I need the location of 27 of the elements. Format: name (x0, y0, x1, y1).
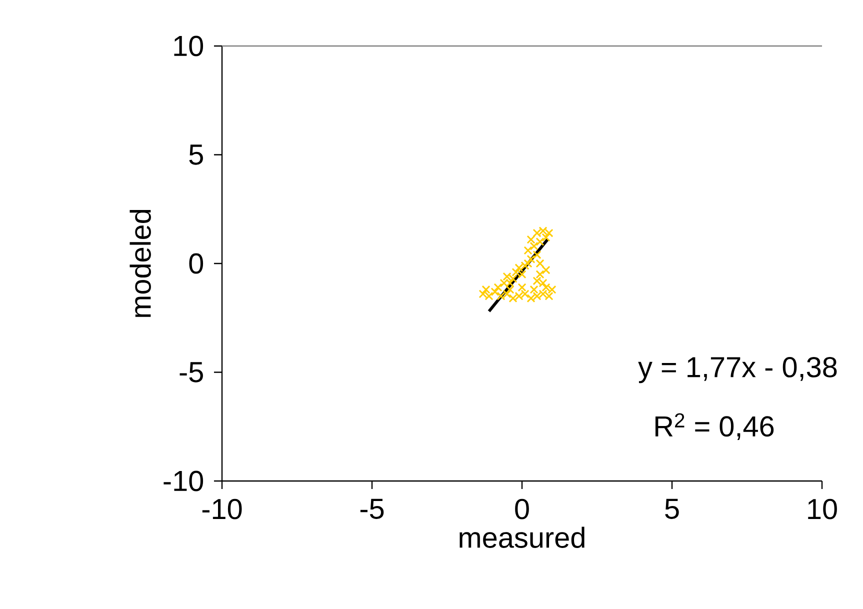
point (530, 285, 538, 294)
point (536, 259, 544, 268)
x-axis-title: measured (460, 526, 584, 548)
point (526, 254, 536, 264)
point (542, 266, 550, 274)
y-tick-label: 0 (189, 253, 204, 274)
annotation: y = 1,77x - 0,38 (638, 356, 837, 384)
x-tick-label: 0 (515, 498, 529, 520)
annotation: R$^{2}$ = 0,46 (656, 413, 774, 440)
x-tick-label: 10 (808, 498, 837, 520)
y-tick-label: 10 (174, 36, 204, 56)
point (524, 259, 532, 268)
point (494, 283, 502, 292)
x-tick-label: -10 (202, 498, 242, 520)
y-tick-label: 5 (189, 144, 203, 165)
y-axis-title: modeled (130, 210, 151, 317)
point (542, 233, 550, 242)
y-tick-label: -10 (164, 470, 204, 492)
point (530, 242, 538, 250)
point (524, 246, 532, 255)
point (532, 250, 542, 260)
x-tick-label: 5 (665, 498, 679, 519)
point (518, 283, 526, 292)
point (506, 285, 514, 294)
x-tick-label: -5 (360, 498, 384, 519)
y-tick-label: -5 (180, 362, 203, 382)
point (536, 270, 544, 279)
